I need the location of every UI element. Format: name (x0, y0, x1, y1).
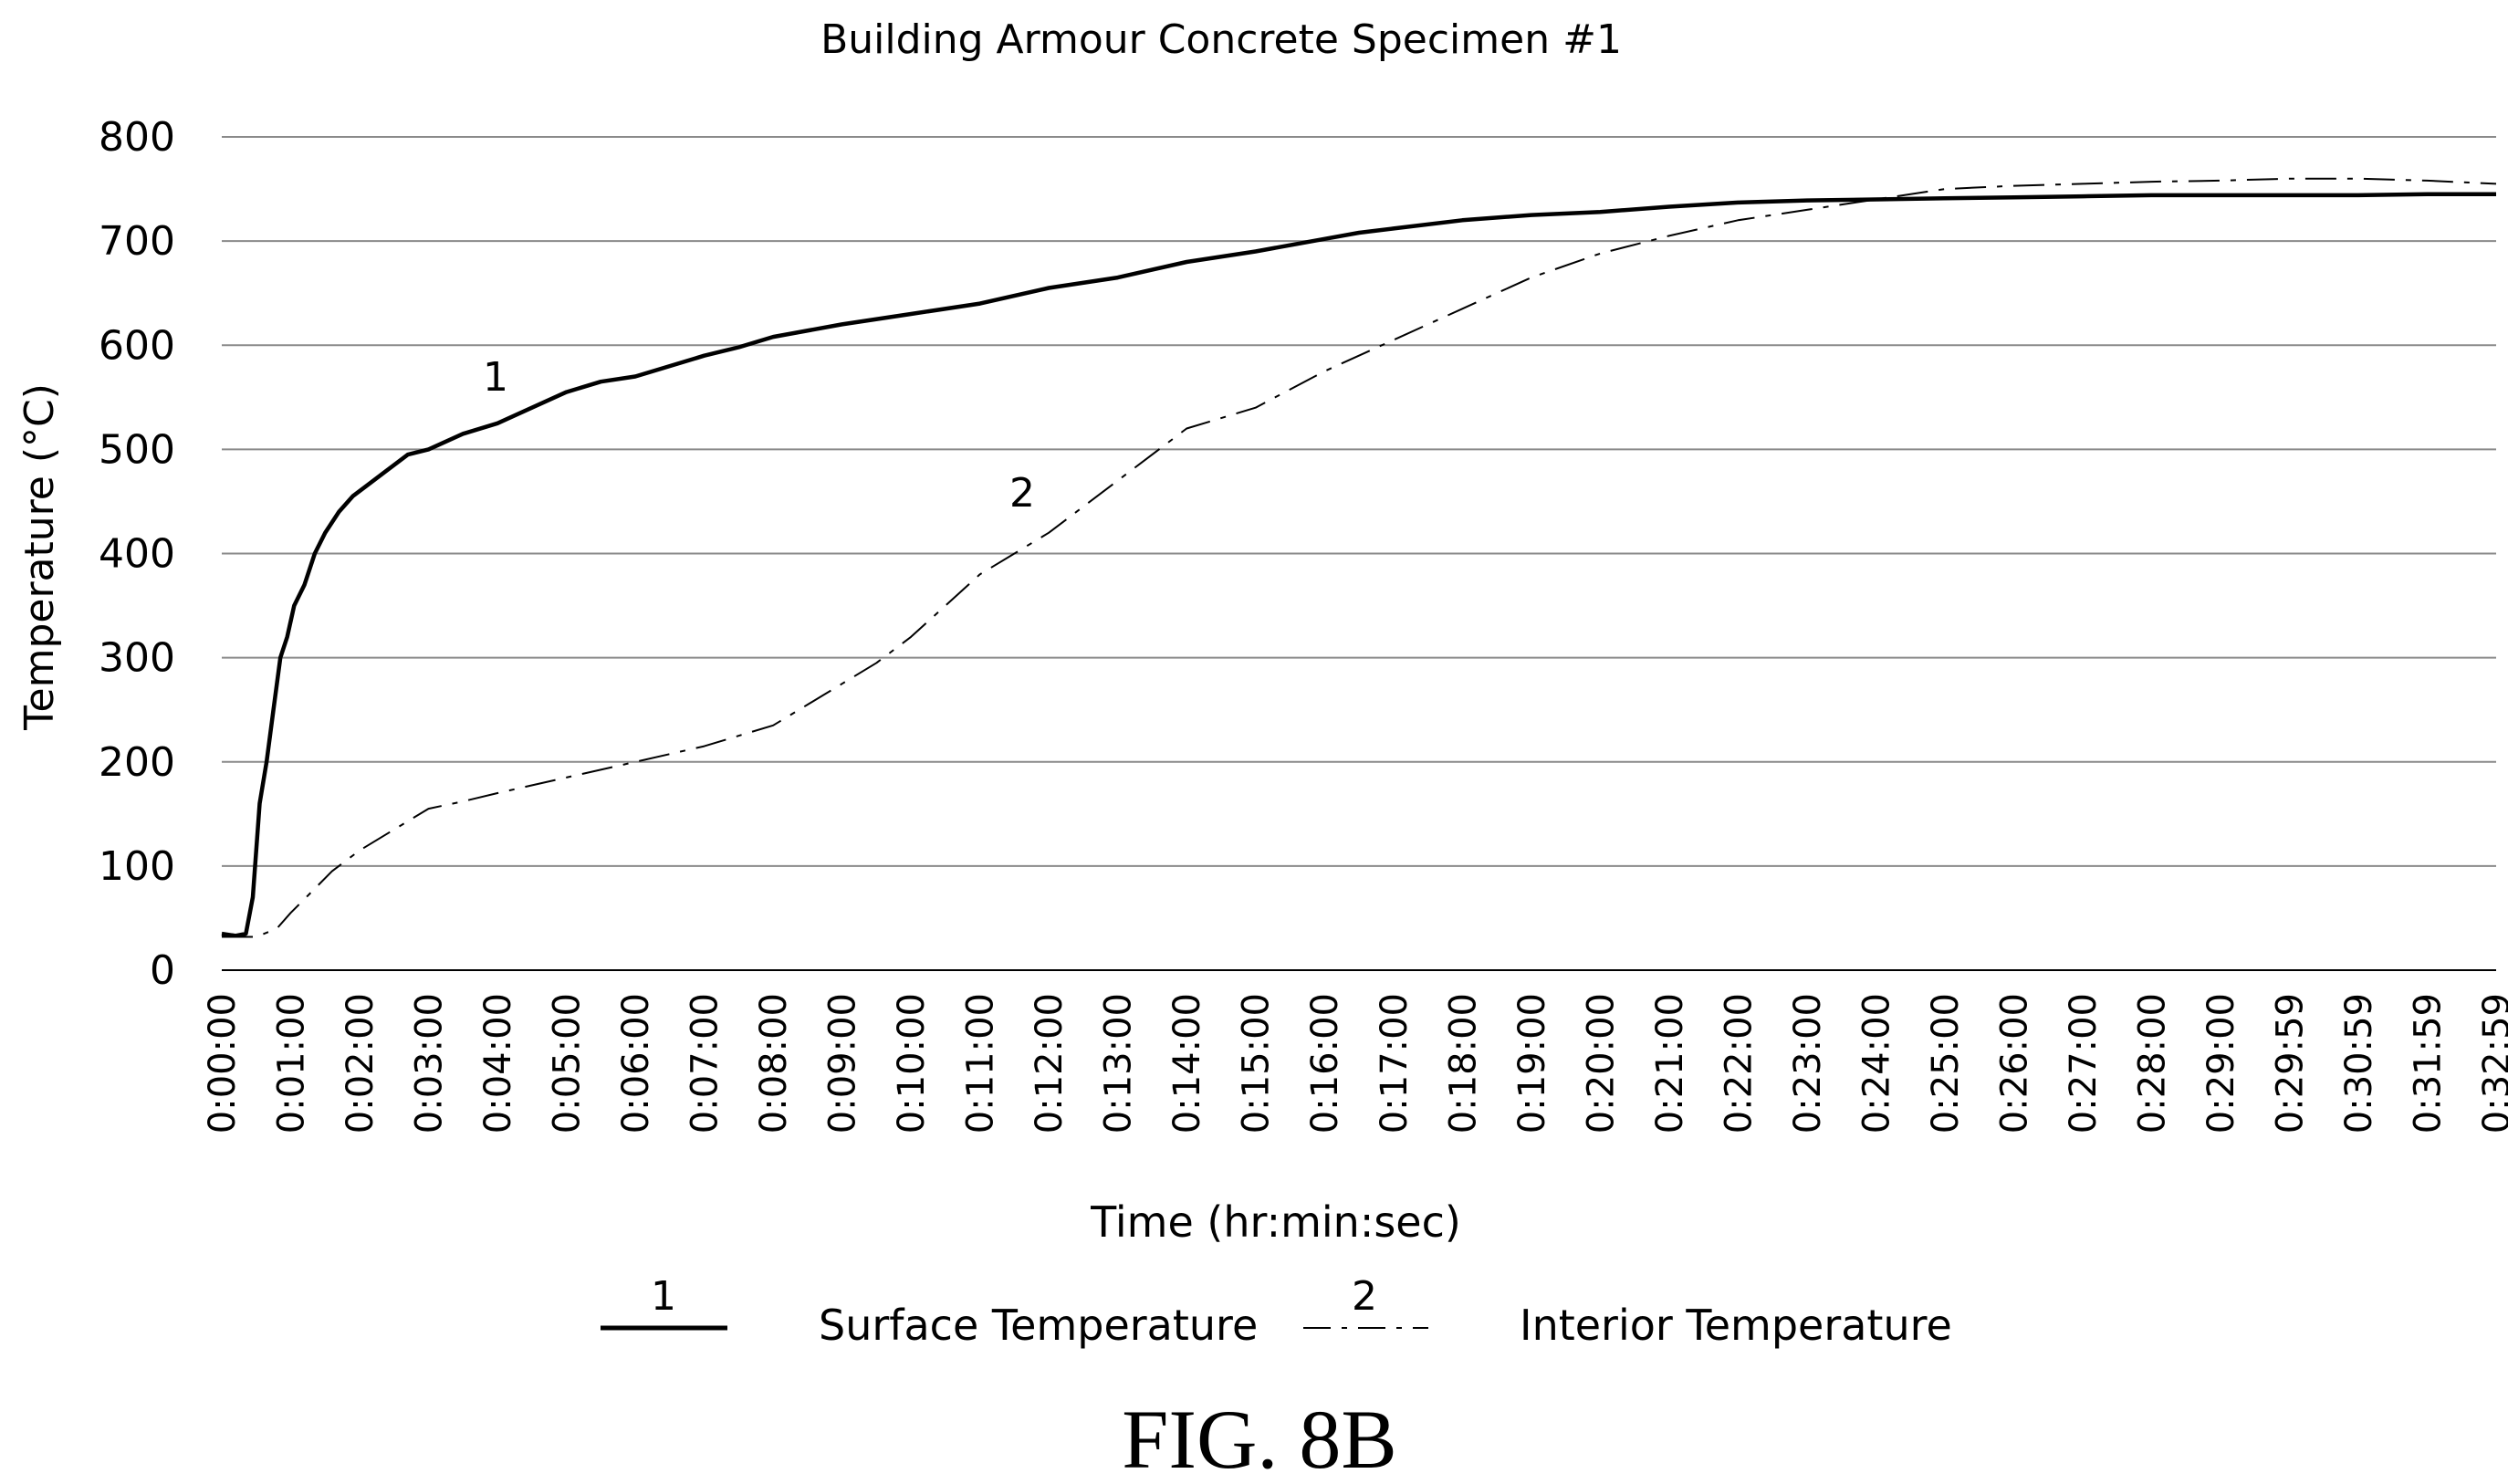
curve-2-annotation: 2 (1009, 470, 1035, 517)
figure-label: FIG. 8B (1122, 1393, 1397, 1484)
x-tick-label: 0:30:59 (2338, 993, 2380, 1134)
y-gridlines (222, 136, 2496, 971)
series-line (222, 177, 2497, 938)
x-tick-label: 0:21:00 (1649, 993, 1691, 1134)
x-tick-label: 0:14:00 (1166, 993, 1208, 1134)
x-tick-label: 0:32:59 (2476, 993, 2508, 1134)
y-axis-label: Temperature (°C) (16, 383, 63, 731)
x-tick-label: 0:25:00 (1925, 993, 1967, 1134)
x-tick-label: 0:27:00 (2063, 993, 2105, 1134)
x-tick-label: 0:01:00 (271, 993, 313, 1134)
curve-1-annotation: 1 (483, 354, 508, 401)
y-tick-label: 500 (99, 426, 175, 473)
legend: 1 Surface Temperature 2 Interior Tempera… (601, 1273, 1952, 1350)
series-surface-temperature (221, 192, 2496, 938)
legend-item-interior: 2 Interior Temperature (1303, 1273, 1952, 1350)
x-tick-label: 0:20:00 (1580, 993, 1622, 1134)
chart-title: Building Armour Concrete Specimen #1 (820, 16, 1622, 63)
x-tick-label: 0:17:00 (1374, 993, 1416, 1134)
x-tick-label: 0:16:00 (1304, 993, 1346, 1134)
y-tick-label: 600 (99, 322, 175, 369)
y-tick-label: 800 (99, 114, 175, 161)
series-line (221, 192, 2496, 938)
x-tick-label: 0:09:00 (822, 993, 864, 1134)
y-tick-label: 700 (99, 218, 175, 265)
x-tick-label: 0:28:00 (2131, 993, 2173, 1134)
y-tick-label: 300 (99, 635, 175, 682)
x-tick-label: 0:18:00 (1442, 993, 1484, 1134)
x-tick-label: 0:04:00 (477, 993, 519, 1134)
x-tick-label: 0:26:00 (1993, 993, 2035, 1134)
x-tick-label: 0:10:00 (891, 993, 933, 1134)
x-tick-label: 0:29:00 (2200, 993, 2242, 1134)
x-tick-label: 0:23:00 (1787, 993, 1829, 1134)
x-axis-label: Time (hr:min:sec) (1090, 1197, 1461, 1247)
y-tick-label: 100 (99, 843, 175, 890)
y-tick-label: 400 (99, 531, 175, 578)
y-tick-label: 0 (150, 947, 175, 994)
x-tick-label: 0:12:00 (1029, 993, 1071, 1134)
x-tick-label: 0:19:00 (1511, 993, 1553, 1134)
x-tick-label: 0:06:00 (615, 993, 657, 1134)
x-tick-label: 0:02:00 (340, 993, 381, 1134)
series-layer (221, 177, 2497, 938)
legend-item-label: Interior Temperature (1520, 1301, 1952, 1350)
legend-item-marker: 2 (1352, 1273, 1377, 1320)
legend-item-surface: 1 Surface Temperature (601, 1273, 1258, 1350)
x-tick-label: 0:11:00 (960, 993, 1002, 1134)
series-interior-temperature (222, 177, 2497, 938)
legend-item-marker: 1 (651, 1273, 676, 1320)
x-tick-label: 0:22:00 (1718, 993, 1760, 1134)
x-tick-label: 0:05:00 (547, 993, 589, 1134)
x-tick-label: 0:08:00 (753, 993, 795, 1134)
legend-item-label: Surface Temperature (819, 1301, 1258, 1350)
x-tick-labels: 0:00:00 0:01:00 0:02:00 0:03:00 0:04:00 0:05:… (202, 993, 2508, 1134)
x-tick-label: 0:07:00 (684, 993, 726, 1134)
y-tick-label: 200 (99, 739, 175, 786)
x-tick-label: 0:24:00 (1855, 993, 1897, 1134)
x-tick-label: 0:15:00 (1236, 993, 1278, 1134)
x-tick-label: 0:29:59 (2269, 993, 2311, 1134)
x-tick-label: 0:03:00 (409, 993, 451, 1134)
x-tick-label: 0:00:00 (202, 993, 244, 1134)
y-tick-labels: 0 100 200 300 400 500 600 700 800 (99, 114, 175, 994)
x-tick-label: 0:31:59 (2407, 993, 2449, 1134)
x-tick-label: 0:13:00 (1098, 993, 1140, 1134)
